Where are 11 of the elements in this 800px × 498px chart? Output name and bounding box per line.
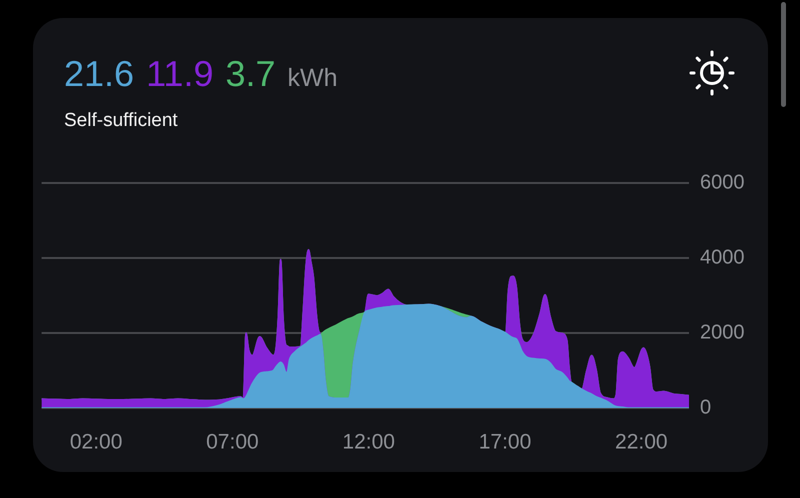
y-tick-label: 6000 (700, 172, 744, 194)
x-tick-label: 22:00 (615, 430, 668, 454)
x-tick-label: 12:00 (342, 430, 395, 454)
chart-subtitle: Self-sufficient (64, 110, 178, 131)
y-tick-label: 0 (700, 396, 712, 419)
chart-title: 21.6 11.9 3.7 kWh (64, 53, 338, 94)
y-tick-label: 4000 (700, 246, 744, 269)
x-tick-label: 17:00 (478, 430, 532, 454)
x-tick-label: 02:00 (70, 430, 122, 454)
x-tick-label: 07:00 (206, 430, 259, 454)
y-tick-label: 2000 (700, 322, 744, 344)
